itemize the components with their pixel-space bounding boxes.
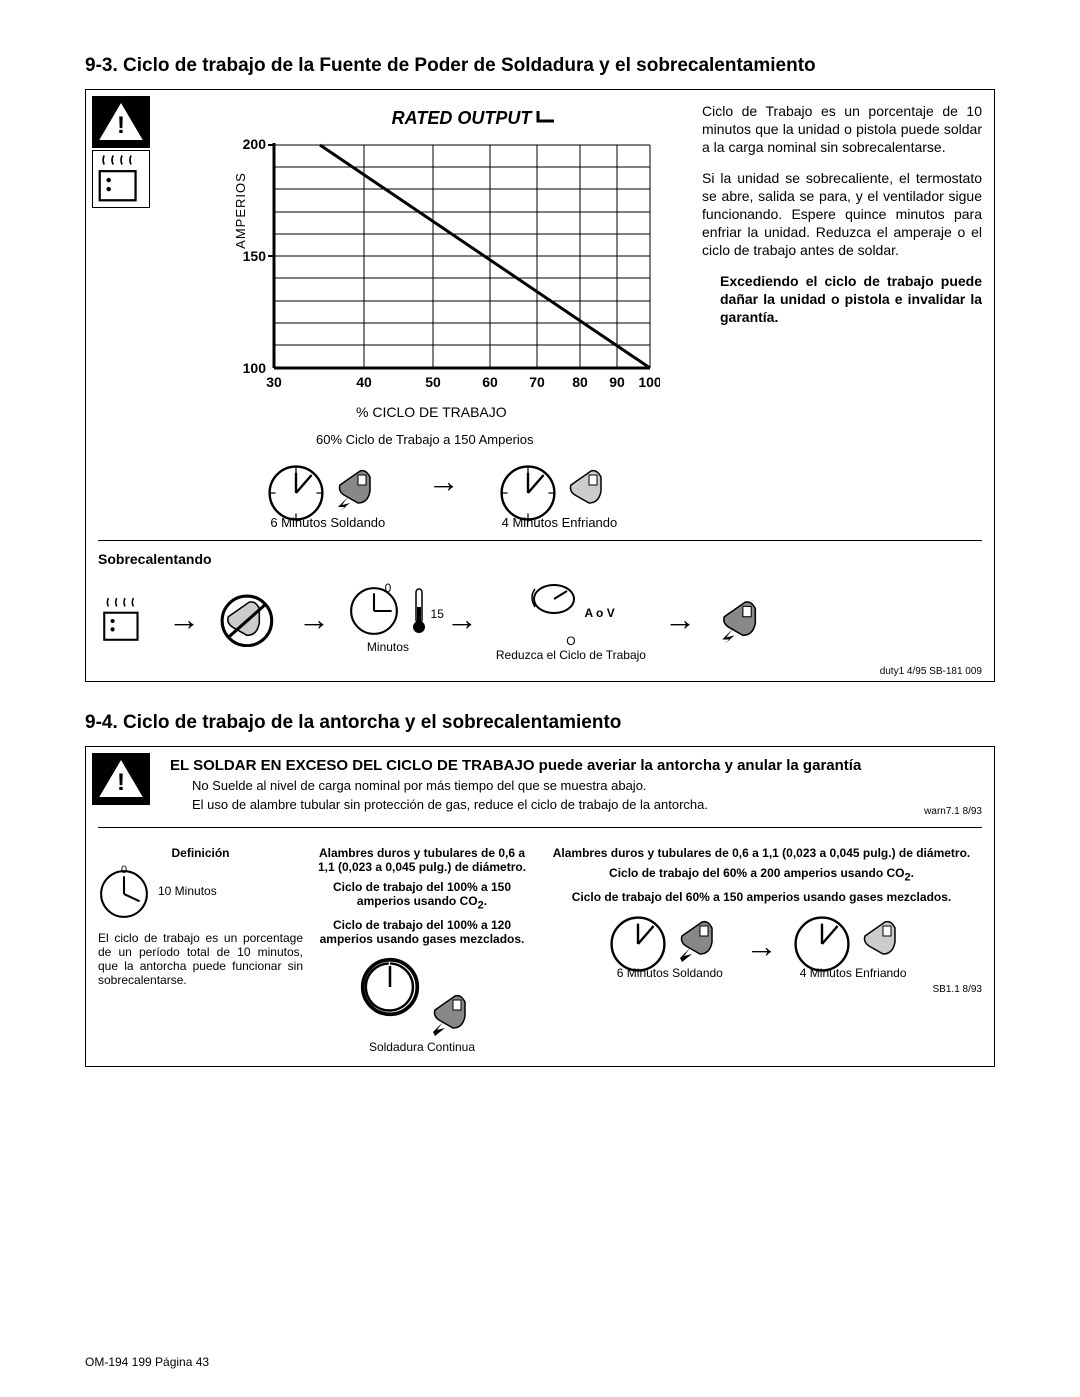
definition-column: Definición 0 10 Minutos El ciclo de trab… (98, 846, 303, 987)
reduce-block: A o V O Reduzca el Ciclo de Trabajo (496, 577, 646, 662)
duty-cycle-explanation: Ciclo de Trabajo es un porcentaje de 10 … (702, 102, 982, 338)
reference-code: duty1 4/95 SB-181 009 (86, 666, 994, 677)
svg-text:200: 200 (243, 136, 267, 152)
knob-icon (527, 577, 581, 617)
overheating-label: Sobrecalentando (86, 551, 994, 567)
svg-text:!: ! (117, 112, 125, 139)
clock-4min-icon (792, 914, 852, 966)
wire-100-column: Alambres duros y tubulares de 0,6 a 1,1 … (317, 846, 527, 1054)
welder-person-icon (330, 463, 390, 515)
clock-6min-icon (608, 914, 668, 966)
svg-text:70: 70 (529, 374, 545, 390)
wait-15-block: 0 15 Minutos (348, 585, 428, 654)
svg-text:60: 60 (482, 374, 498, 390)
svg-text:90: 90 (609, 374, 625, 390)
welder-ok-icon (714, 594, 776, 646)
divider (98, 827, 982, 828)
arrow-icon: → (168, 601, 200, 638)
welding-cooling-row: 6 Minutos Soldando → 4 Minutos Enfriando (266, 463, 994, 530)
reference-code: SB1.1 8/93 (541, 984, 982, 995)
section-94-title: 9-4. Ciclo de trabajo de la antorcha y e… (85, 712, 995, 734)
svg-text:100: 100 (638, 374, 660, 390)
warning-icon: ! (92, 96, 150, 148)
arrow-icon: → (298, 601, 330, 638)
y-axis-label: AMPERIOS (233, 172, 248, 249)
welder-person-icon (425, 988, 485, 1040)
svg-text:150: 150 (243, 248, 267, 264)
svg-text:50: 50 (425, 374, 441, 390)
hot-unit-icon (98, 594, 150, 646)
cycle-example-label: 60% Ciclo de Trabajo a 150 Amperios (316, 432, 994, 447)
arrow-icon: → (428, 463, 460, 500)
cooling-phase: 4 Minutos Enfriando (498, 463, 622, 530)
divider (98, 540, 982, 541)
svg-text:40: 40 (356, 374, 372, 390)
welder-person-icon (672, 914, 732, 966)
torch-warning-block: ! EL SOLDAR EN EXCESO DEL CICLO DE TRABA… (86, 747, 994, 824)
x-axis-label: % CICLO DE TRABAJO (356, 404, 994, 420)
clock-6min-icon (266, 463, 326, 515)
continuous-clock-icon (359, 956, 421, 1018)
arrow-icon: → (746, 928, 778, 965)
clock-4min-icon (498, 463, 558, 515)
thermometer-icon (410, 585, 428, 637)
svg-text:!: ! (117, 769, 125, 796)
warning-icon: ! (92, 753, 150, 805)
section-93-box: ! RATED OUTPUT AMPERIOS 200 150 100 (85, 89, 995, 682)
welder-resting-icon (561, 463, 621, 515)
svg-text:30: 30 (266, 374, 282, 390)
arrow-icon: → (446, 601, 478, 638)
section-93-title: 9-3. Ciclo de trabajo de la Fuente de Po… (85, 55, 995, 77)
svg-text:100: 100 (243, 360, 267, 376)
no-weld-icon (218, 594, 280, 646)
chart-svg: 200 150 100 (230, 133, 660, 398)
wire-60-column: Alambres duros y tubulares de 0,6 a 1,1 … (541, 846, 982, 994)
welder-resting-icon (855, 914, 915, 966)
welding-phase: 6 Minutos Soldando (266, 463, 390, 530)
hot-machine-icon (92, 150, 150, 208)
svg-text:80: 80 (572, 374, 588, 390)
page-footer: OM-194 199 Página 43 (85, 1355, 209, 1369)
arrow-icon: → (664, 601, 696, 638)
torch-duty-columns: Definición 0 10 Minutos El ciclo de trab… (86, 838, 994, 1066)
section-94-box: ! EL SOLDAR EN EXCESO DEL CICLO DE TRABA… (85, 746, 995, 1067)
chart-title: RATED OUTPUT (276, 108, 676, 129)
